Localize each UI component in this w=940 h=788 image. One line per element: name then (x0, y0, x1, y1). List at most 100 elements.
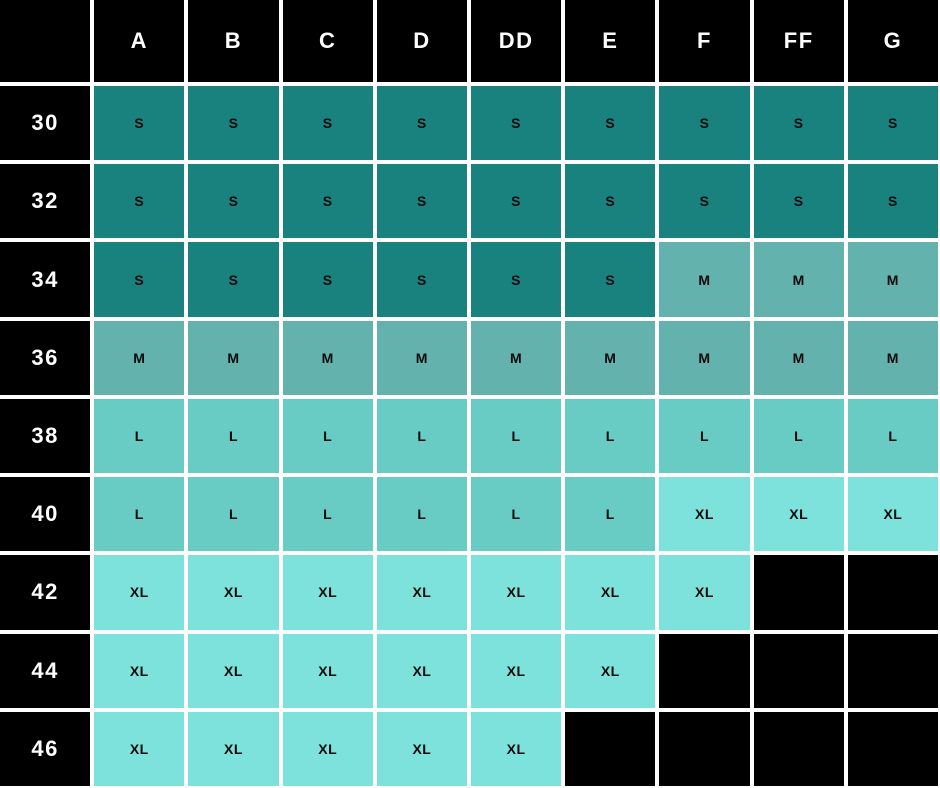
column-header-E: E (565, 0, 656, 82)
empty-cell-46-E (565, 711, 656, 786)
size-cell-30-A: S (94, 86, 185, 161)
size-cell-38-A: L (94, 398, 185, 474)
size-cell-44-B: XL (188, 633, 279, 708)
row-header-30: 30 (0, 86, 91, 161)
empty-cell-46-FF (753, 711, 844, 786)
size-cell-46-A: XL (94, 711, 185, 786)
size-cell-36-C: M (282, 320, 373, 395)
size-cell-36-G: M (847, 320, 938, 395)
size-cell-30-E: S (565, 86, 656, 161)
size-cell-36-DD: M (470, 320, 562, 395)
empty-cell-42-FF (753, 555, 844, 630)
size-cell-40-FF: XL (753, 477, 844, 552)
corner-cell (0, 0, 91, 82)
size-cell-44-DD: XL (470, 633, 562, 708)
row-header-46: 46 (0, 711, 91, 786)
size-cell-34-G: M (847, 242, 938, 317)
size-cell-34-DD: S (470, 242, 562, 317)
size-cell-36-E: M (565, 320, 656, 395)
size-cell-36-B: M (188, 320, 279, 395)
size-cell-30-C: S (282, 86, 373, 161)
size-cell-30-FF: S (753, 86, 844, 161)
size-cell-34-A: S (94, 242, 185, 317)
size-cell-32-E: S (565, 164, 656, 239)
size-cell-42-E: XL (565, 555, 656, 630)
size-cell-32-D: S (376, 164, 467, 239)
size-cell-34-E: S (565, 242, 656, 317)
size-cell-38-D: L (376, 398, 467, 474)
size-cell-38-B: L (188, 398, 279, 474)
size-cell-30-F: S (659, 86, 750, 161)
size-cell-40-C: L (282, 477, 373, 552)
column-header-D: D (376, 0, 467, 82)
column-header-G: G (847, 0, 938, 82)
size-cell-32-FF: S (753, 164, 844, 239)
size-cell-46-D: XL (376, 711, 467, 786)
size-cell-34-D: S (376, 242, 467, 317)
size-cell-44-A: XL (94, 633, 185, 708)
empty-cell-44-F (659, 633, 750, 708)
column-header-FF: FF (753, 0, 844, 82)
size-cell-44-E: XL (565, 633, 656, 708)
size-cell-46-DD: XL (470, 711, 562, 786)
size-cell-38-C: L (282, 398, 373, 474)
size-cell-36-D: M (376, 320, 467, 395)
size-cell-34-C: S (282, 242, 373, 317)
size-cell-30-D: S (376, 86, 467, 161)
size-cell-32-G: S (847, 164, 938, 239)
size-cell-30-G: S (847, 86, 938, 161)
size-cell-40-G: XL (847, 477, 938, 552)
empty-cell-44-G (847, 633, 938, 708)
size-cell-40-A: L (94, 477, 185, 552)
size-cell-42-DD: XL (470, 555, 562, 630)
size-cell-42-F: XL (659, 555, 750, 630)
size-cell-30-DD: S (470, 86, 562, 161)
size-cell-36-F: M (659, 320, 750, 395)
size-cell-38-E: L (565, 398, 656, 474)
empty-cell-46-F (659, 711, 750, 786)
size-cell-32-A: S (94, 164, 185, 239)
size-cell-30-B: S (188, 86, 279, 161)
size-cell-32-C: S (282, 164, 373, 239)
empty-cell-44-FF (753, 633, 844, 708)
size-cell-42-D: XL (376, 555, 467, 630)
size-cell-44-D: XL (376, 633, 467, 708)
size-cell-38-F: L (659, 398, 750, 474)
size-cell-38-G: L (847, 398, 938, 474)
size-cell-40-F: XL (659, 477, 750, 552)
column-header-C: C (282, 0, 373, 82)
size-cell-34-F: M (659, 242, 750, 317)
column-header-B: B (188, 0, 279, 82)
row-header-34: 34 (0, 242, 91, 317)
size-cell-46-B: XL (188, 711, 279, 786)
size-cell-32-DD: S (470, 164, 562, 239)
size-cell-36-FF: M (753, 320, 844, 395)
size-cell-38-FF: L (753, 398, 844, 474)
size-cell-42-B: XL (188, 555, 279, 630)
column-header-DD: DD (470, 0, 562, 82)
empty-cell-42-G (847, 555, 938, 630)
size-cell-34-B: S (188, 242, 279, 317)
size-cell-32-F: S (659, 164, 750, 239)
size-cell-40-E: L (565, 477, 656, 552)
row-header-44: 44 (0, 633, 91, 708)
row-header-42: 42 (0, 555, 91, 630)
size-cell-42-A: XL (94, 555, 185, 630)
size-cell-46-C: XL (282, 711, 373, 786)
column-header-F: F (659, 0, 750, 82)
size-cell-40-DD: L (470, 477, 562, 552)
row-header-38: 38 (0, 398, 91, 474)
size-cell-36-A: M (94, 320, 185, 395)
size-cell-40-B: L (188, 477, 279, 552)
row-header-40: 40 (0, 477, 91, 552)
size-cell-32-B: S (188, 164, 279, 239)
row-header-36: 36 (0, 320, 91, 395)
size-cell-44-C: XL (282, 633, 373, 708)
empty-cell-46-G (847, 711, 938, 786)
column-header-A: A (94, 0, 185, 82)
row-header-32: 32 (0, 164, 91, 239)
size-cell-34-FF: M (753, 242, 844, 317)
size-cell-38-DD: L (470, 398, 562, 474)
size-cell-40-D: L (376, 477, 467, 552)
